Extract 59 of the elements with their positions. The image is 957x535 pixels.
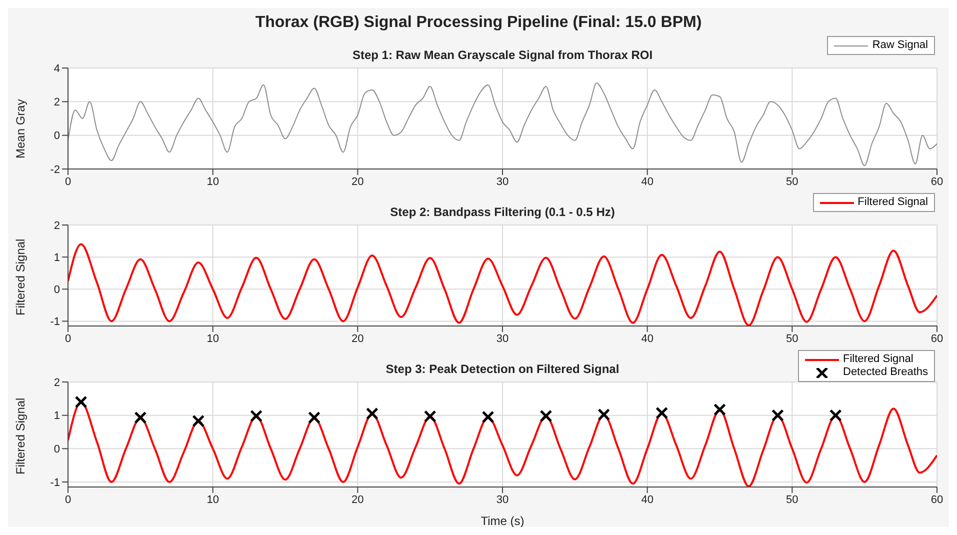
x-tick-label: 60 xyxy=(930,494,944,506)
x-tick-label: 30 xyxy=(496,332,509,345)
y-tick-label: 1 xyxy=(54,410,60,422)
x-tick-label: 60 xyxy=(930,332,944,345)
point xyxy=(771,409,784,422)
x-tick-label: 40 xyxy=(641,332,654,345)
legend-label: Filtered Signal xyxy=(858,196,928,209)
point xyxy=(250,410,263,422)
point xyxy=(714,403,726,416)
text: Thorax (RGB) Signal Processing Pipeline (Final: 15.0 BPM) xyxy=(255,14,702,31)
chart-title: Step 1: Raw Mean Grayscale Signal from Thorax ROI xyxy=(352,48,653,62)
y-tick-label: -2 xyxy=(50,164,60,176)
point xyxy=(74,396,88,408)
point xyxy=(366,407,378,420)
line-series xyxy=(68,82,937,166)
y-tick-label: -1 xyxy=(50,316,60,328)
y-tick-label: -1 xyxy=(50,476,60,489)
point xyxy=(540,410,552,422)
x-tick-label: 10 xyxy=(206,332,219,345)
y-axis-title: Mean Gray xyxy=(13,99,28,158)
point xyxy=(656,406,668,420)
x-tick-label: 0 xyxy=(64,176,72,188)
x-tick-label: 20 xyxy=(352,494,364,506)
x-tick-label: 50 xyxy=(786,176,798,188)
point xyxy=(482,410,494,424)
x-tick-label: 0 xyxy=(64,494,72,506)
chart-title: Step 3: Peak Detection on Filtered Signal xyxy=(386,362,620,376)
x-tick-label: 60 xyxy=(930,176,944,188)
y-tick-label: 0 xyxy=(54,444,60,456)
y-tick-label: 2 xyxy=(54,376,60,389)
x-tick-label: 20 xyxy=(352,176,364,188)
y-tick-label: 0 xyxy=(54,284,60,296)
x-tick-label: 50 xyxy=(786,494,798,506)
x-tick-label: 0 xyxy=(64,332,72,345)
y-axis-title: Filtered Signal xyxy=(13,238,28,316)
y-axis-title: Filtered Signal xyxy=(13,398,28,474)
legend-label: Raw Signal xyxy=(872,39,928,52)
y-tick-label: 2 xyxy=(54,96,60,109)
x-tick-label: 10 xyxy=(206,494,219,506)
y-tick-label: 4 xyxy=(54,62,60,75)
x-tick-label: 10 xyxy=(206,176,219,188)
point xyxy=(829,409,842,422)
legend-label: Detected Breaths xyxy=(843,366,928,379)
legend-label: Filtered Signal xyxy=(843,353,914,366)
x-tick-label: 30 xyxy=(496,176,509,188)
y-tick-label: 0 xyxy=(54,130,60,142)
point xyxy=(424,410,436,423)
chart-title: Step 2: Bandpass Filtering (0.1 - 0.5 Hz) xyxy=(390,205,615,219)
y-tick-label: 1 xyxy=(54,252,60,264)
point xyxy=(598,408,610,421)
x-tick-label: 30 xyxy=(496,494,509,506)
point xyxy=(134,411,147,424)
x-tick-label: 40 xyxy=(641,176,654,188)
y-tick-label: 2 xyxy=(54,220,60,232)
x-tick-label: 40 xyxy=(641,494,654,506)
x-tick-label: 50 xyxy=(786,332,798,345)
point xyxy=(308,411,320,424)
x-tick-label: 20 xyxy=(352,332,364,345)
point xyxy=(192,414,205,428)
